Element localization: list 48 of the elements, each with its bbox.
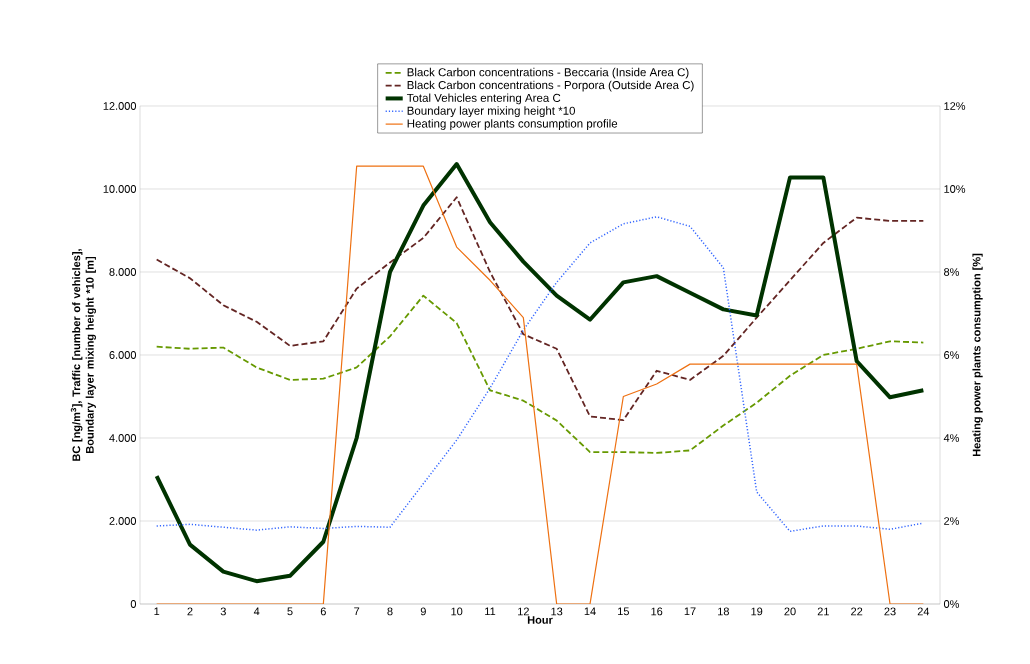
y2-tick-label: 10% [944, 185, 966, 193]
x-tick-label: 20 [784, 607, 796, 616]
y-tick-label: 12.000 [103, 102, 137, 110]
x-tick-label: 5 [287, 607, 293, 616]
x-tick-label: 14 [584, 607, 596, 616]
y-tick-label: 4.000 [109, 434, 137, 442]
x-tick-label: 19 [751, 607, 763, 616]
legend-label: Black Carbon concentrations - Porpora (Outside Area C) [407, 80, 694, 92]
y-tick-label: 8.000 [109, 268, 137, 276]
x-tick-label: 21 [817, 607, 829, 616]
x-axis-title: Hour [527, 616, 553, 624]
x-tick-label: 18 [718, 607, 729, 616]
y2-tick-label: 6% [944, 351, 960, 359]
y-axis-title: BC [ng/m$^{3}$], Traffic [number of vehicles], Boundary layer mixing height *10 [m] [70, 249, 96, 461]
x-tick-label: 11 [485, 607, 496, 616]
x-tick-label: 2 [187, 607, 193, 616]
x-tick-label: 12 [518, 607, 529, 616]
y-tick-label: 2.000 [109, 517, 137, 525]
x-tick-label: 6 [320, 607, 326, 616]
x-tick-label: 3 [220, 607, 226, 616]
x-tick-label: 4 [253, 607, 260, 616]
x-tick-label: 24 [917, 607, 930, 616]
x-tick-label: 8 [387, 607, 393, 616]
x-tick-label: 7 [354, 607, 360, 616]
x-tick-label: 15 [618, 607, 629, 616]
x-tick-label: 1 [154, 607, 160, 616]
legend-label: Boundary layer mixing height *10 [407, 106, 575, 118]
x-tick-label: 23 [884, 607, 896, 616]
x-tick-label: 17 [684, 607, 696, 616]
x-tick-label: 16 [651, 607, 663, 616]
x-tick-label: 13 [551, 607, 563, 616]
line-series [155, 196, 925, 422]
line-series [155, 294, 925, 454]
x-tick-label: 22 [851, 607, 863, 616]
y-tick-label: 10.000 [103, 185, 137, 193]
y-tick-label: 6.000 [109, 351, 137, 359]
y-tick-label: 0 [130, 600, 137, 608]
y2-tick-label: 8% [944, 268, 960, 276]
x-tick-label: 9 [420, 607, 426, 616]
y2-tick-label: 4% [943, 434, 960, 442]
legend-label: Total Vehicles entering Area C [406, 93, 561, 105]
legend-label: Heating power plants consumption profile [407, 119, 618, 130]
x-tick-label: 10 [451, 607, 463, 616]
y2-tick-label: 2% [944, 517, 960, 525]
legend-label: Black Carbon concentrations - Beccaria (Inside Area C) [407, 67, 689, 79]
y2-axis-title: Heating power plants consumption [%] [972, 253, 983, 457]
y2-tick-label: 12% [944, 102, 966, 110]
y2-tick-label: 0% [943, 600, 960, 608]
